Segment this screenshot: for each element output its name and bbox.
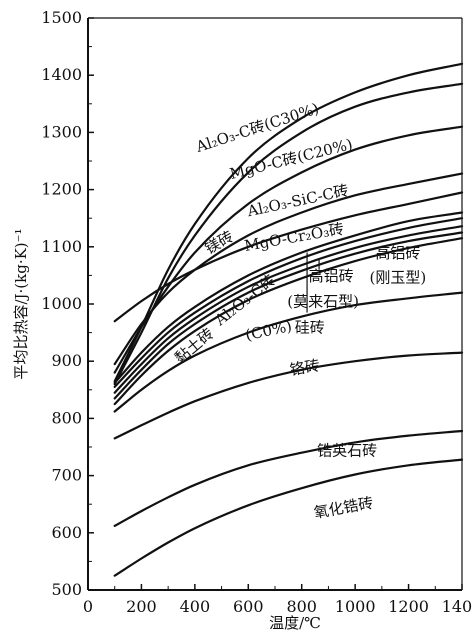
y-tick-label: 900	[51, 351, 82, 370]
x-tick-label: 1000	[335, 597, 376, 616]
series-line-14	[113, 458, 464, 577]
series-line-4	[113, 172, 464, 366]
plot-area: 500 600 700 800 900 1000 1100 1200 1300 1400 1500 0…	[41, 8, 472, 616]
x-tick-label: 400	[180, 597, 211, 616]
series-line-9	[113, 231, 464, 400]
curve-label: (刚玉型)	[370, 268, 427, 286]
series-line-10	[113, 237, 464, 406]
y-tick-label: 1200	[41, 180, 82, 199]
x-tick-label: 200	[126, 597, 157, 616]
x-tick-label: 800	[286, 597, 317, 616]
y-tick-label: 1000	[41, 294, 82, 313]
y-tick-label: 600	[51, 523, 82, 542]
x-tick-label: 600	[233, 597, 264, 616]
series-line-13	[113, 429, 464, 527]
y-tick-label: 700	[51, 466, 82, 485]
y-tick-label: 1500	[41, 8, 82, 27]
y-tick-label: 1400	[41, 65, 82, 84]
y-tick-label: 800	[51, 408, 82, 427]
curve-label: (莫来石型)	[287, 292, 359, 310]
y-axis-label: 平均比热容/J·(kg·K)⁻¹	[12, 228, 30, 379]
series-line-5	[113, 191, 464, 323]
x-axis-label: 温度/℃	[269, 614, 321, 632]
x-tick-label: 1200	[388, 597, 429, 616]
curve-label: 高铝砖	[309, 267, 354, 285]
y-tick-label: 500	[51, 580, 82, 599]
series-line-1	[113, 62, 464, 383]
x-tick-label: 1400	[442, 597, 472, 616]
series-line-6	[113, 211, 464, 384]
curve-label: 铬砖	[289, 356, 322, 379]
series-line-11	[113, 291, 464, 413]
series-line-8	[113, 225, 464, 394]
y-tick-label: 1100	[41, 237, 82, 256]
series-line-12	[113, 351, 464, 440]
series-line-7	[113, 217, 464, 388]
y-tick-label: 1300	[41, 122, 82, 141]
curve-label: 高铝砖	[375, 244, 420, 262]
curve-label: 氧化锆砖	[312, 494, 374, 522]
curve-label: (C0%)	[244, 317, 294, 344]
curve-label: 锆英石砖	[317, 442, 377, 460]
x-tick-label: 0	[83, 597, 93, 616]
curve-label: 硅砖	[295, 319, 325, 337]
